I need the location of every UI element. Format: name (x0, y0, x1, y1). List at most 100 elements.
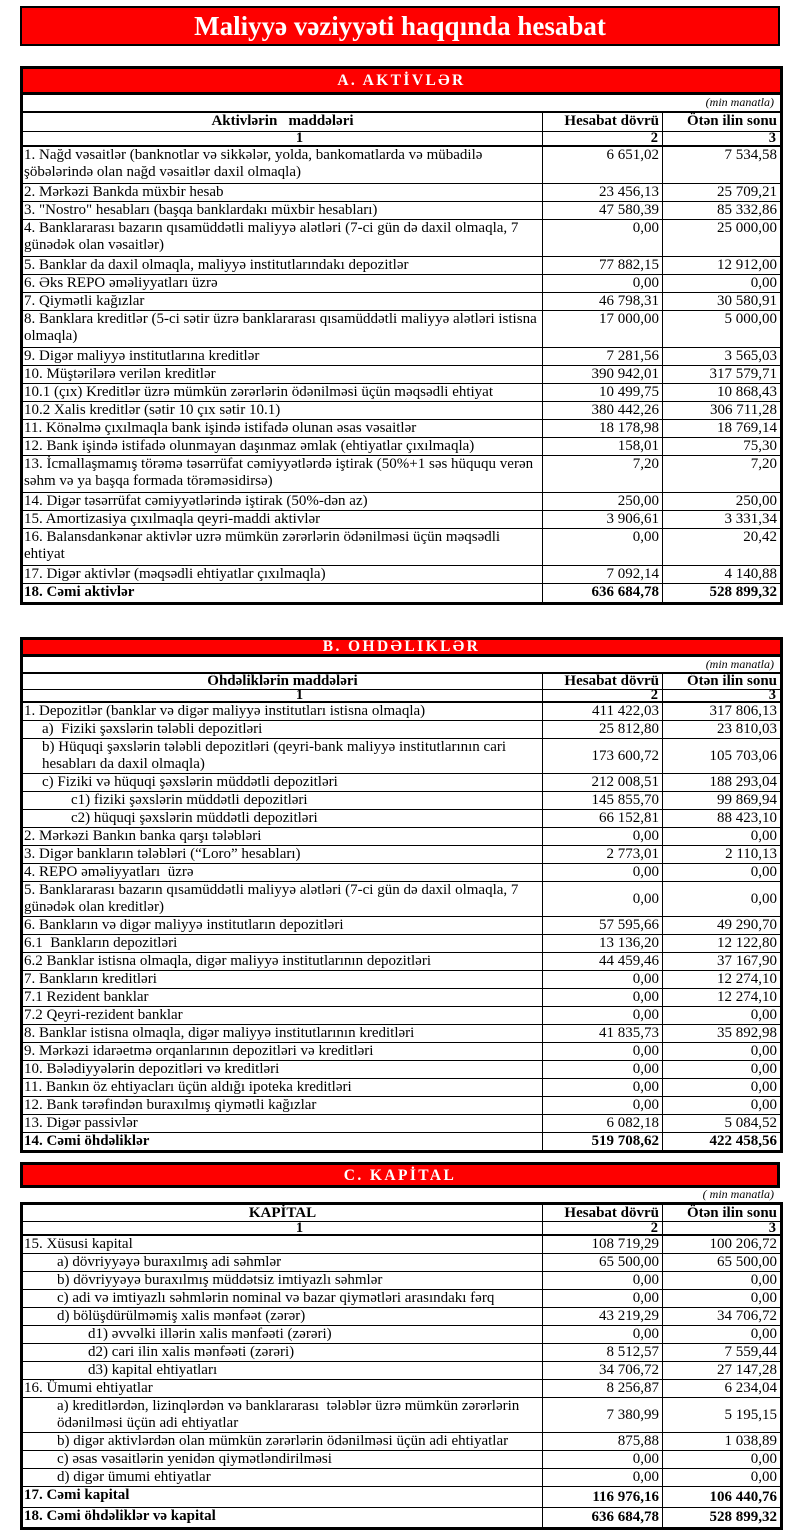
row-value-previous: 5 195,15 (662, 1397, 782, 1433)
row-value-current: 108 719,29 (542, 1234, 663, 1254)
row-value-previous: 12 274,10 (661, 970, 783, 989)
row-label: 4. REPO əməliyyatları üzrə (21, 863, 543, 882)
table-row: 11. Könəlmə çıxılmaqla bank işində istif… (21, 418, 782, 438)
table-row: c1) fiziki şəxslərin müddətli depozitlər… (21, 791, 783, 810)
row-value-previous: 317 806,13 (661, 701, 783, 721)
row-value-previous: 12 122,80 (661, 934, 783, 953)
column-number-2: 2 (542, 131, 663, 147)
table-row: 16. Balansdankənar aktivlər uzrə mümkün … (21, 527, 782, 566)
row-label: 5. Banklararası bazarın qısamüddətli mal… (21, 881, 543, 917)
row-value-previous: 12 274,10 (661, 988, 783, 1007)
row-value-current: 23 456,13 (542, 182, 663, 202)
row-label: d) bölüşdürülməmiş xalis mənfəət (zərər) (21, 1307, 543, 1326)
table-row: 8. Banklara kreditlər (5-ci sətir üzrə b… (21, 309, 782, 348)
row-value-previous: 0,00 (662, 1289, 782, 1308)
table-row: 10. Bələdiyyələrin depozitləri və kredit… (21, 1060, 783, 1079)
row-value-current: 0,00 (542, 1289, 663, 1308)
row-label: b) Hüquqi şəxslərin tələbli depozitləri … (21, 738, 543, 774)
table-row: d3) kapital ehtiyatları 34 706,72 27 147,2… (21, 1361, 782, 1380)
row-value-current: 18 178,98 (542, 418, 663, 438)
row-label: c) adi və imtiyazlı səhmlərin nominal və… (21, 1289, 543, 1308)
table-row: 13. İcmallaşmamış törəmə təsərrüfat cəmi… (21, 454, 782, 493)
row-value-current: 380 442,26 (542, 400, 663, 420)
row-value-previous: 37 167,90 (661, 952, 783, 971)
row-value-previous: 1 038,89 (662, 1432, 782, 1451)
row-value-previous: 0,00 (661, 1006, 783, 1025)
row-value-previous: 6 234,04 (662, 1379, 782, 1398)
row-label: 6. Əks REPO əməliyyatları üzrə (21, 273, 543, 293)
row-value-previous: 0,00 (661, 1078, 783, 1097)
column-header-previous-year-end: Ötən ilin sonu (662, 111, 782, 132)
table-row: 1. Nağd vəsaitlər (banknotlar və sikkələ… (21, 145, 782, 184)
row-value-previous: 65 500,00 (662, 1253, 782, 1272)
row-label: 4. Banklararası bazarın qısamüddətli mal… (21, 218, 543, 257)
row-label: a) dövriyyəyə buraxılmış adi səhmlər (21, 1253, 543, 1272)
row-label: 14. Digər təsərrüfat cəmiyyətlərində işt… (21, 491, 543, 511)
row-label: a) kreditlərdən, lizinqlərdən və banklar… (21, 1397, 543, 1433)
table-row: c) əsas vəsaitlərin yenidən qiymətləndir… (21, 1450, 782, 1469)
row-value-previous: 528 899,32 (662, 582, 782, 604)
row-label: a) Fiziki şəxslərin tələbli depozitləri (21, 720, 543, 739)
section-capital: C. KAPİTAL( min manatla) KAPİTAL Hesabat d… (20, 1162, 783, 1530)
table-row: 6. Əks REPO əməliyyatları üzrə 0,00 0,00 (21, 273, 782, 293)
row-value-previous: 317 579,71 (662, 364, 782, 384)
row-value-current: 25 812,80 (542, 720, 663, 739)
row-value-previous: 0,00 (662, 1271, 782, 1290)
table-row: 7.2 Qeyri-rezident banklar 0,00 0,00 (21, 1006, 783, 1025)
row-value-current: 46 798,31 (542, 291, 663, 311)
row-value-current: 0,00 (542, 988, 663, 1007)
table-row: 15. Amortizasiya çıxılmaqla qeyri-maddi … (21, 509, 782, 529)
column-header-current-period: Hesabat dövrü (542, 1203, 663, 1222)
table-row: b) digər aktivlərdən olan mümkün zərərlə… (21, 1432, 782, 1451)
column-header-previous-year-end: Ötən ilin sonu (661, 672, 783, 690)
row-value-current: 7 380,99 (542, 1397, 663, 1433)
row-label: 16. Balansdankənar aktivlər uzrə mümkün … (21, 527, 543, 566)
row-label: c) Fiziki və hüquqi şəxslərin müddətli d… (21, 773, 543, 792)
row-label: 8. Banklara kreditlər (5-ci sətir üzrə b… (21, 309, 543, 348)
row-value-current: 0,00 (542, 1060, 663, 1079)
row-label: 11. Könəlmə çıxılmaqla bank işində istif… (21, 418, 543, 438)
section-heading-row: B. OHDƏLIKLƏR (20, 637, 783, 657)
row-label: 2. Mərkəzi Bankın banka qarşı tələbləri (21, 827, 543, 846)
row-label: 13. İcmallaşmamış törəmə təsərrüfat cəmi… (21, 454, 543, 493)
row-value-previous: 23 810,03 (661, 720, 783, 739)
table-row: 5. Banklararası bazarın qısamüddətli mal… (21, 881, 783, 917)
statement-table-a: A. AKTİVLƏR (min manatla) Aktivlərin maddə… (20, 66, 783, 605)
column-header-items: Aktivlərin maddələri (21, 111, 543, 132)
table-row: 14. Digər təsərrüfat cəmiyyətlərində işt… (21, 491, 782, 511)
column-number-1: 1 (21, 1221, 543, 1236)
row-value-current: 8 256,87 (542, 1379, 663, 1398)
table-row: a) kreditlərdən, lizinqlərdən və banklar… (21, 1397, 782, 1433)
row-label: 1. Depozitlər (banklar və digər maliyyə … (21, 701, 543, 721)
column-header-current-period: Hesabat dövrü (542, 672, 663, 690)
row-value-current: 0,00 (542, 273, 663, 293)
table-row: 2. Mərkəzi Bankın banka qarşı tələbləri 0… (21, 827, 783, 846)
row-label: 6.2 Banklar istisna olmaqla, digər maliy… (21, 952, 543, 971)
row-value-previous: 12 912,00 (662, 255, 782, 275)
row-value-current: 7 281,56 (542, 346, 663, 366)
column-header-items: KAPİTAL (21, 1203, 543, 1222)
table-row: d2) cari ilin xalis mənfəəti (zərəri) 8 5… (21, 1343, 782, 1362)
table-row: 11. Bankın öz ehtiyacları üçün aldığı ip… (21, 1078, 783, 1097)
row-label: 9. Mərkəzi idarəetmə orqanlarının depozi… (21, 1042, 543, 1061)
row-value-current: 145 855,70 (542, 791, 663, 810)
row-value-current: 41 835,73 (542, 1024, 663, 1043)
column-header-row: KAPİTAL Hesabat dövrü Ötən ilin sonu (21, 1203, 782, 1222)
table-row: 3. Digər bankların tələbləri (“Loro” hes… (21, 845, 783, 864)
row-value-current: 17 000,00 (542, 309, 663, 348)
table-row: a) Fiziki şəxslərin tələbli depozitləri 2… (21, 720, 783, 739)
row-value-current: 6 651,02 (542, 145, 663, 184)
row-value-current: 65 500,00 (542, 1253, 663, 1272)
column-number-2: 2 (542, 688, 663, 703)
table-row: 6.1 Bankların depozitləri 13 136,20 12 122… (21, 934, 783, 953)
table-row: 6. Bankların və digər maliyyə institutla… (21, 916, 783, 935)
row-value-current: 636 684,78 (542, 1507, 663, 1529)
table-row: 15. Xüsusi kapital 108 719,29 100 206,72 (21, 1234, 782, 1254)
table-row: 4. REPO əməliyyatları üzrə 0,00 0,00 (21, 863, 783, 882)
row-value-current: 0,00 (542, 1325, 663, 1344)
row-value-previous: 75,30 (662, 436, 782, 456)
table-row: 7. Bankların kreditləri 0,00 12 274,10 (21, 970, 783, 989)
row-label: 18. Cəmi öhdəliklər və kapital (21, 1507, 543, 1529)
